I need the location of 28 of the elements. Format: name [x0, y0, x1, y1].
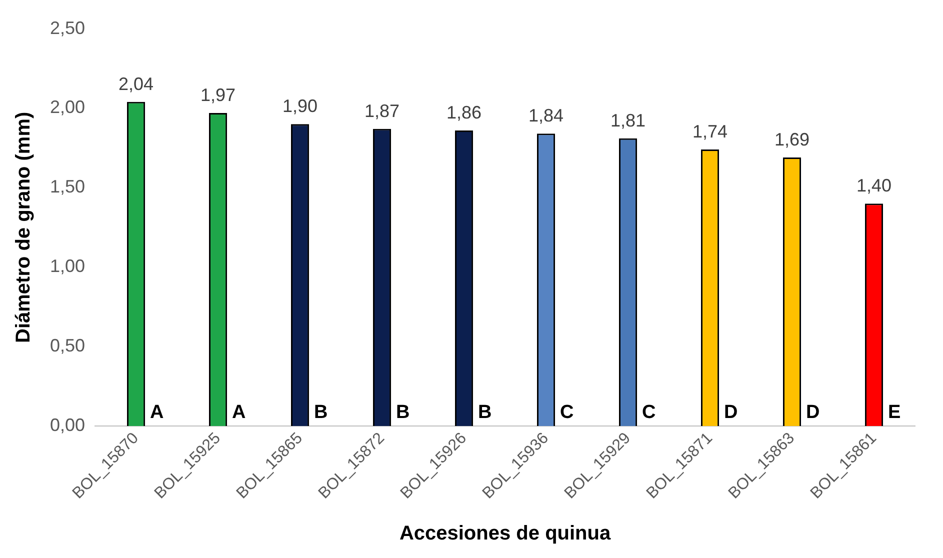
annotation: C	[560, 402, 574, 423]
data-label: 1,69	[774, 129, 810, 150]
annotation: A	[232, 402, 246, 423]
data-label: 1,81	[610, 110, 646, 130]
y-axis-title: Diámetro de grano (mm)	[12, 112, 35, 343]
data-label: 1,90	[282, 96, 318, 116]
data-label: 1,97	[200, 84, 236, 105]
annotation: B	[314, 402, 328, 423]
y-tick-label: 0,50	[50, 336, 86, 356]
annotation: B	[478, 402, 492, 423]
annotation: D	[724, 402, 738, 423]
annotation: C	[642, 402, 656, 423]
data-label: 1,40	[856, 176, 892, 196]
y-tick-label: 1,50	[50, 176, 86, 197]
data-label: 1,74	[692, 122, 728, 142]
data-label: 1,87	[364, 100, 400, 121]
annotation: E	[888, 402, 901, 423]
y-tick-label: 1,00	[50, 256, 86, 276]
y-tick-label: 0,00	[50, 415, 86, 435]
annotation: B	[396, 402, 410, 423]
annotation: A	[150, 402, 164, 423]
y-tick-label: 2,00	[50, 97, 86, 118]
annotation: D	[806, 402, 820, 423]
y-tick-label: 2,50	[50, 18, 86, 38]
data-label: 2,04	[118, 74, 154, 94]
data-label: 1,86	[446, 102, 482, 122]
data-label: 1,84	[528, 106, 564, 126]
x-axis-title: Accesiones de quinua	[399, 522, 612, 545]
